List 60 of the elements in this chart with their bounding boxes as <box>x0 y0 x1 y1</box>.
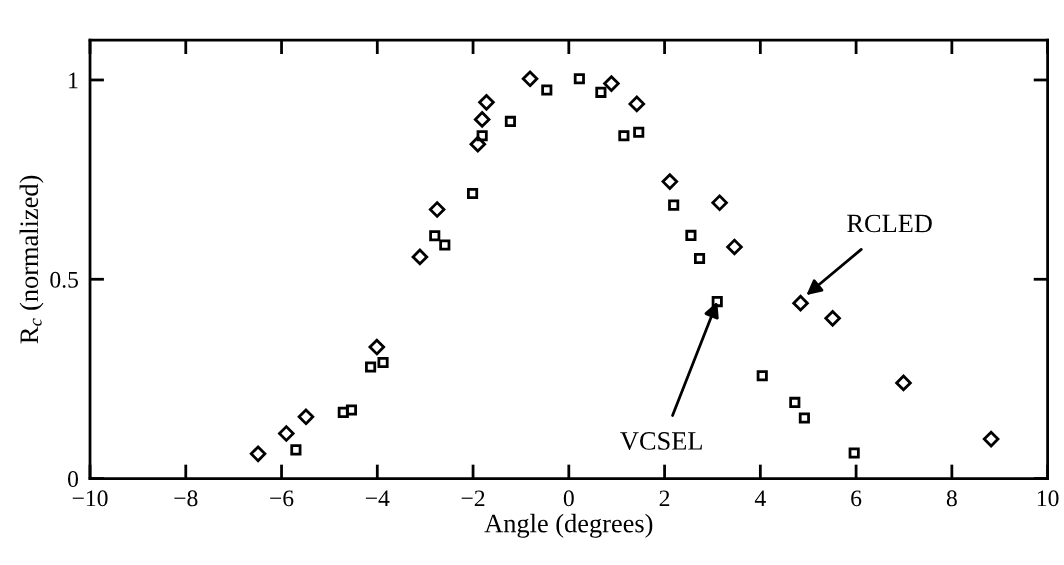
point <box>895 374 912 392</box>
point <box>798 412 810 424</box>
x-tick-label: 4 <box>754 490 766 507</box>
point <box>411 248 429 266</box>
point <box>789 396 801 408</box>
annotation: RCLED <box>847 214 932 233</box>
x-tick-label: 6 <box>851 490 862 507</box>
x-tick-label: −2 <box>461 490 485 507</box>
point <box>429 230 441 242</box>
x-tick-label: −4 <box>365 490 390 507</box>
point <box>345 404 357 416</box>
point <box>278 425 295 442</box>
point <box>290 444 302 456</box>
y-tick-label: 0 <box>68 471 78 487</box>
annotation: VCSEL <box>620 432 702 450</box>
point <box>603 75 620 92</box>
x-tick-label: −6 <box>270 490 294 507</box>
point <box>365 361 377 373</box>
point <box>633 126 645 138</box>
y-tick-label: 1 <box>69 72 78 89</box>
point <box>685 229 697 241</box>
point <box>368 338 386 356</box>
point <box>848 447 860 459</box>
point <box>469 135 487 153</box>
point <box>595 86 607 98</box>
y-axis-title: R$_{c}$ (normalized) <box>19 175 44 344</box>
point <box>473 111 491 128</box>
point <box>756 370 768 382</box>
point <box>439 239 451 251</box>
point <box>628 95 646 113</box>
point <box>428 201 446 218</box>
point <box>711 194 728 211</box>
x-axis-title: Angle (degrees) <box>484 513 653 538</box>
x-tick-label: −10 <box>72 490 108 507</box>
point <box>467 188 479 200</box>
x-tick-label: 8 <box>946 490 957 507</box>
point <box>521 70 539 88</box>
point <box>824 310 841 327</box>
point <box>573 73 585 85</box>
point <box>726 238 743 256</box>
point <box>476 130 488 142</box>
point <box>377 357 389 369</box>
y-tick-label: 0.5 <box>50 271 78 288</box>
point <box>661 173 679 190</box>
x-tick-label: 0 <box>563 490 574 507</box>
point <box>668 199 680 211</box>
point <box>792 294 809 312</box>
point <box>478 94 495 111</box>
point <box>541 84 553 96</box>
point <box>618 130 630 142</box>
point <box>297 408 315 426</box>
x-tick-label: 2 <box>659 490 670 507</box>
point <box>504 115 516 127</box>
x-tick-label: −8 <box>174 490 198 507</box>
point <box>711 296 723 308</box>
point <box>693 252 706 265</box>
point <box>337 406 349 418</box>
point <box>249 445 267 463</box>
x-tick-label: 10 <box>1037 490 1059 507</box>
point <box>982 430 1000 448</box>
